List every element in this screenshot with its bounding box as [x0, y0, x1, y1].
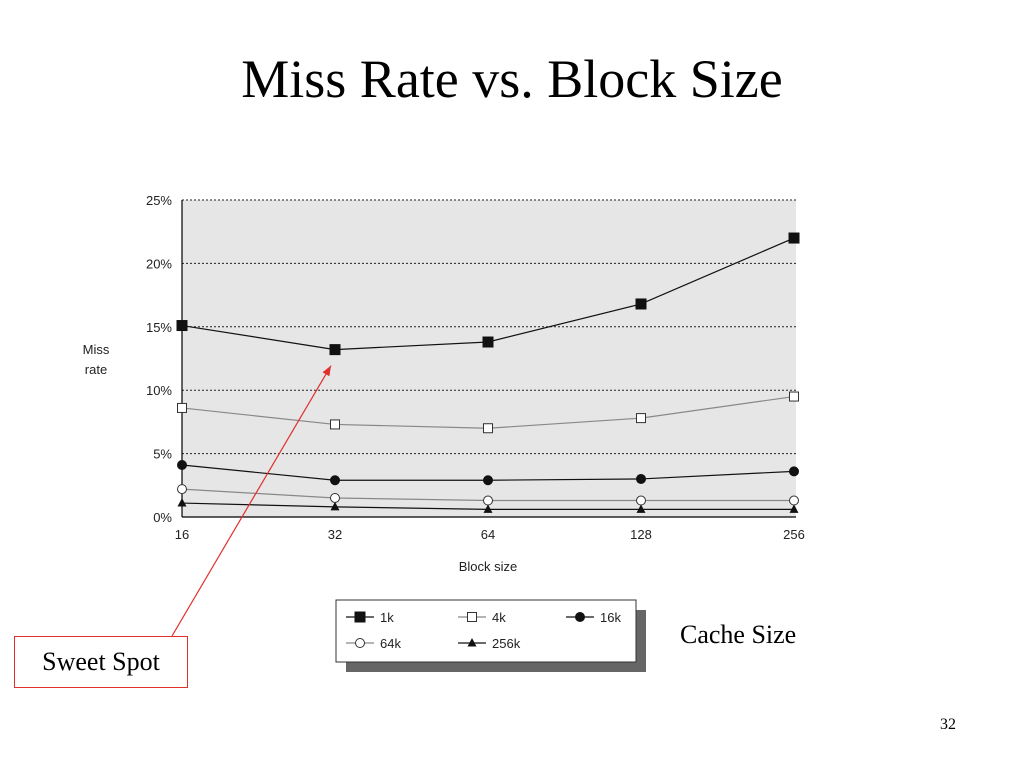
y-tick-label: 5%	[153, 447, 172, 462]
data-point-256k	[483, 504, 493, 513]
cache-size-caption: Cache Size	[680, 620, 797, 649]
legend-item-256k: 256k	[458, 636, 521, 651]
legend-label: 1k	[380, 610, 394, 625]
sweet-spot-annotation: Sweet Spot	[14, 636, 188, 688]
series-16k	[177, 460, 799, 486]
data-point-64k	[636, 495, 646, 506]
legend-marker-64k	[355, 638, 365, 648]
y-axis-label: rate	[85, 362, 107, 377]
x-tick-label: 64	[481, 527, 495, 542]
data-point-1k	[176, 320, 188, 332]
data-point-1k	[635, 298, 647, 310]
data-point-64k	[177, 484, 187, 495]
legend-label: 64k	[380, 636, 401, 651]
x-tick-label: 128	[630, 527, 652, 542]
data-point-4k	[789, 391, 799, 402]
data-point-1k	[482, 336, 494, 348]
data-point-64k	[330, 492, 340, 503]
series-256k	[177, 498, 799, 513]
series-1k	[176, 232, 800, 356]
data-point-4k	[330, 419, 340, 430]
x-tick-label: 16	[175, 527, 189, 542]
data-point-4k	[483, 423, 493, 434]
x-tick-label: 256	[783, 527, 805, 542]
data-point-256k	[330, 501, 340, 511]
legend-marker-4k	[467, 612, 477, 622]
data-point-16k	[483, 475, 493, 486]
data-point-4k	[636, 413, 646, 424]
y-tick-label: 15%	[146, 320, 172, 335]
data-point-16k	[636, 473, 646, 484]
x-axis-label: Block size	[459, 559, 518, 574]
data-point-256k	[177, 498, 187, 507]
y-tick-label: 0%	[153, 510, 172, 525]
page-number: 32	[940, 716, 956, 733]
x-tick-label: 32	[328, 527, 342, 542]
legend-label: 256k	[492, 636, 521, 651]
slide-title: Miss Rate vs. Block Size	[241, 49, 783, 109]
legend-label: 4k	[492, 610, 506, 625]
legend-label: 16k	[600, 610, 621, 625]
legend-item-16k: 16k	[566, 610, 621, 625]
y-axis-label: Miss	[83, 342, 110, 357]
data-point-16k	[330, 475, 340, 486]
data-point-16k	[177, 460, 187, 471]
data-point-64k	[789, 495, 799, 506]
arrowhead	[322, 365, 331, 377]
legend-item-4k: 4k	[458, 610, 506, 625]
data-point-16k	[789, 466, 799, 477]
series-4k	[177, 391, 799, 434]
data-point-1k	[329, 344, 341, 356]
y-tick-label: 10%	[146, 383, 172, 398]
annotation-line	[171, 365, 332, 637]
legend-box	[335, 599, 637, 663]
sweet-spot-label: Sweet Spot	[42, 647, 160, 676]
legend-item-1k: 1k	[346, 610, 394, 625]
legend-marker-16k	[575, 612, 585, 622]
data-point-256k	[636, 504, 646, 513]
data-point-256k	[789, 504, 799, 513]
y-tick-label: 25%	[146, 193, 172, 208]
legend-item-64k: 64k	[346, 636, 401, 651]
data-point-64k	[483, 495, 493, 506]
plot-background	[182, 200, 796, 517]
data-point-1k	[788, 232, 800, 244]
legend-marker-256k	[467, 638, 477, 647]
y-tick-label: 20%	[146, 256, 172, 271]
legend-marker-1k	[354, 611, 366, 623]
data-point-4k	[177, 402, 187, 413]
